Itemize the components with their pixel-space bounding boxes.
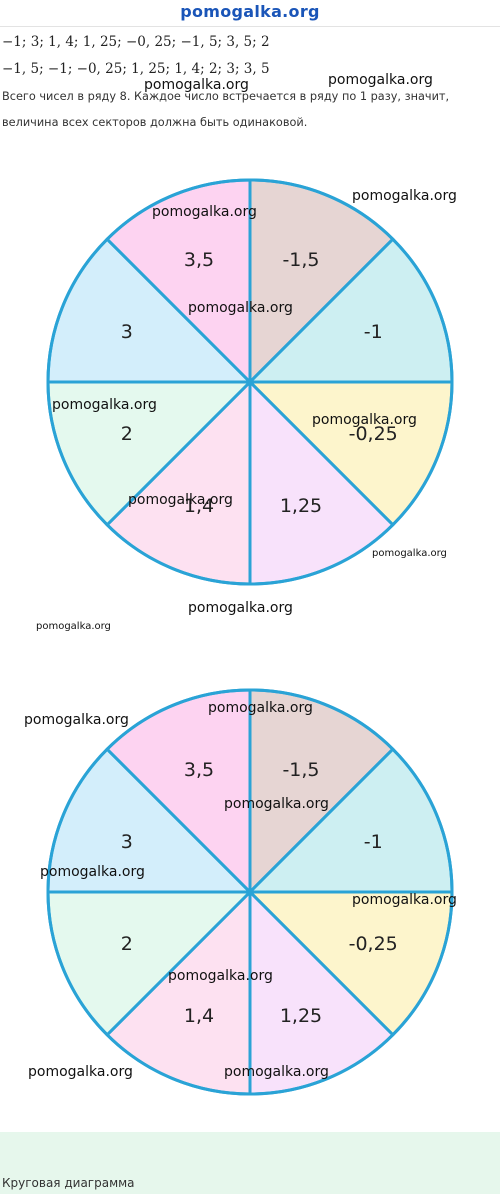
footer-bar: Круговая диаграмма: [0, 1132, 500, 1194]
slice-label: 3,5: [184, 249, 214, 271]
slice-label: -1,5: [282, 249, 319, 271]
slice-label: 3: [121, 321, 133, 343]
site-title[interactable]: pomogalka.org: [180, 2, 320, 21]
watermark: pomogalka.org: [168, 968, 273, 984]
watermark: pomogalka.org: [312, 412, 417, 428]
watermark: pomogalka.org: [208, 700, 313, 716]
slice-label: -1: [364, 831, 383, 853]
watermark: pomogalka.org: [52, 397, 157, 413]
watermark: pomogalka.org: [24, 712, 129, 728]
number-row-2: −1, 5; −1; −0, 25; 1, 25; 1, 4; 2; 3; 3,…: [2, 61, 270, 77]
slice-label: 3,5: [184, 759, 214, 781]
number-row-1: −1; 3; 1, 4; 1, 25; −0, 25; −1, 5; 3, 5;…: [2, 34, 270, 50]
slice-label: -1,5: [282, 759, 319, 781]
slice-label: 1,4: [184, 1005, 214, 1027]
watermark: pomogalka.org: [188, 600, 293, 616]
slice-label: 1,25: [280, 495, 322, 517]
slice-label: -1: [364, 321, 383, 343]
explanation-line-1: Всего чисел в ряду 8. Каждое число встре…: [2, 90, 450, 103]
watermark: pomogalka.org: [328, 72, 433, 88]
slice-label: -0,25: [349, 933, 398, 955]
footer-caption: Круговая диаграмма: [2, 1176, 135, 1190]
watermark: pomogalka.org: [224, 1064, 329, 1080]
watermark: pomogalka.org: [152, 204, 257, 220]
watermark: pomogalka.org: [224, 796, 329, 812]
slice-label: 1,4: [184, 495, 214, 517]
slice-label: 2: [121, 933, 133, 955]
pie-outline: [46, 688, 454, 1096]
pie-outline: [46, 178, 454, 586]
slice-label: 2: [121, 423, 133, 445]
pie-chart-2: -1,5 -1 -0,25 1,25 1,4 2 3 3,5: [46, 688, 454, 1096]
watermark: pomogalka.org: [128, 492, 233, 508]
watermark: pomogalka.org: [28, 1064, 133, 1080]
pie-chart-1: -1,5 -1 -0,25 1,25 1,4 2 3 3,5: [46, 178, 454, 586]
watermark: pomogalka.org: [188, 300, 293, 316]
slice-label: 1,25: [280, 1005, 322, 1027]
slice-label: -0,25: [349, 423, 398, 445]
slice-label: 3: [121, 831, 133, 853]
site-header: pomogalka.org: [0, 0, 500, 27]
watermark: pomogalka.org: [372, 548, 447, 559]
explanation-line-2: величина всех секторов должна быть одина…: [2, 116, 308, 129]
watermark: pomogalka.org: [144, 77, 249, 93]
watermark: pomogalka.org: [40, 864, 145, 880]
watermark: pomogalka.org: [352, 892, 457, 908]
watermark: pomogalka.org: [36, 621, 111, 632]
watermark: pomogalka.org: [352, 188, 457, 204]
